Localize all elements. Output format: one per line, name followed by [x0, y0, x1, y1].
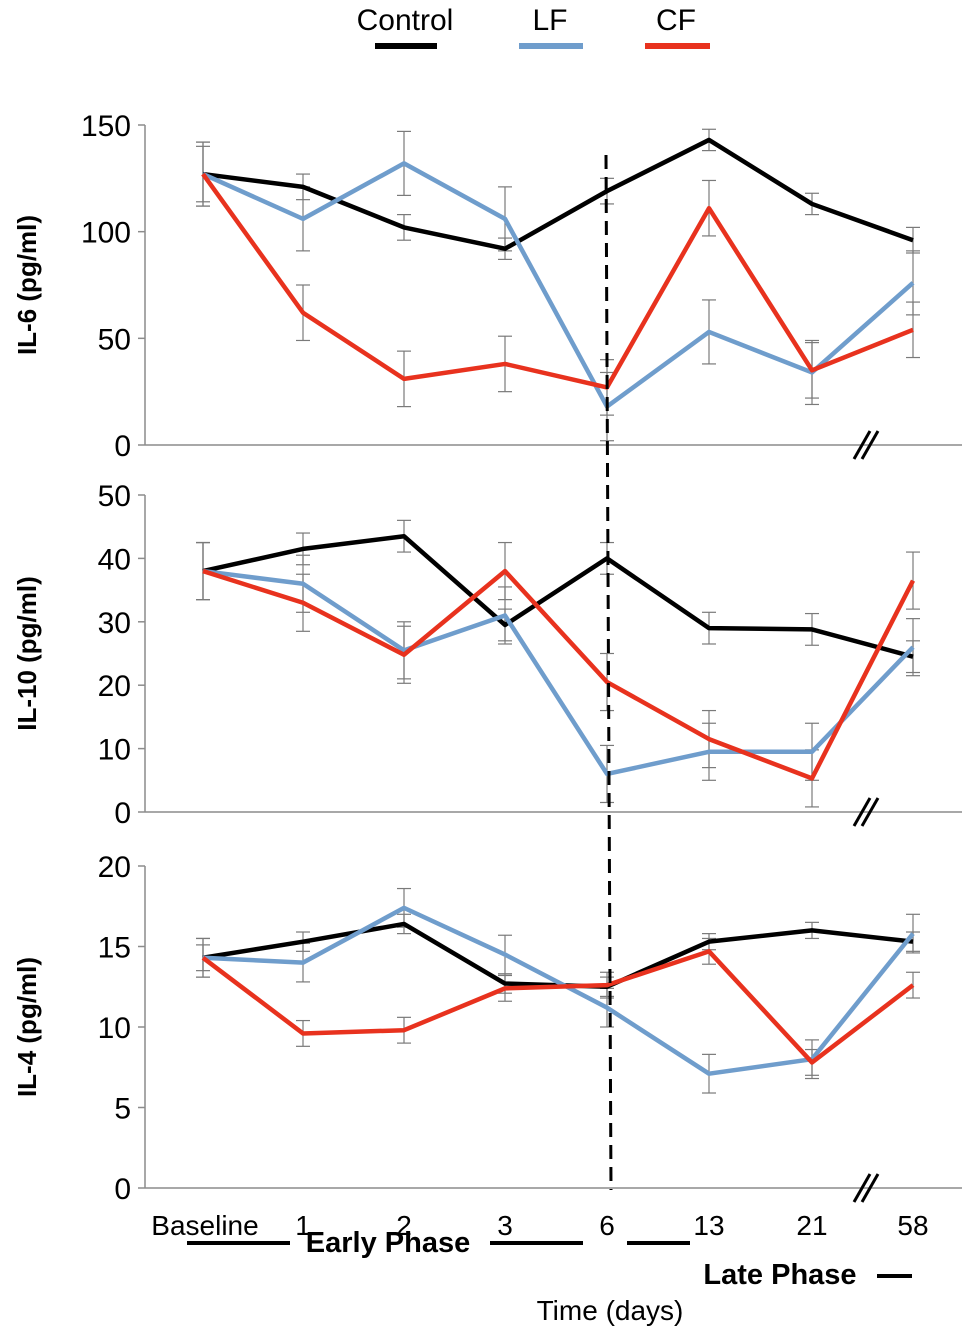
late-phase-label: Late Phase	[703, 1259, 856, 1291]
axis-break-mark-il10	[860, 797, 880, 827]
y-tick-label-il10: 30	[98, 607, 131, 640]
early-phase-label: Early Phase	[306, 1227, 470, 1259]
error-bars-il10-control	[196, 519, 920, 674]
y-axis-label-il4: IL-4 (pg/ml)	[12, 957, 42, 1097]
error-bars-il4-cf	[196, 937, 920, 1076]
series-line-il10-lf	[202, 568, 915, 777]
y-tick-label-il4: 20	[98, 851, 131, 884]
y-tick-label-il4: 0	[114, 1173, 131, 1206]
y-tick-label-il4: 10	[98, 1012, 131, 1045]
y-tick-label-il4: 5	[114, 1093, 131, 1126]
y-tick-label-il10: 10	[98, 734, 131, 767]
y-tick-label-il4: 15	[98, 932, 131, 965]
series-line-il4-lf	[202, 905, 915, 1076]
legend-label-control: Control	[357, 4, 454, 37]
series-line-il6-cf	[201, 172, 914, 390]
series-line-il4-control	[202, 921, 914, 989]
series-line-il6-control	[202, 137, 914, 251]
x-tick-label: 3	[497, 1210, 513, 1241]
y-tick-label-il6: 150	[81, 110, 131, 143]
y-tick-label-il10: 50	[98, 480, 131, 513]
x-axis-title: Time (days)	[537, 1295, 684, 1326]
axis-break-mark-il6	[852, 430, 872, 460]
panel-il6: 0 50 100 150 IL-6 (pg/ml)	[12, 110, 962, 463]
x-tick-label: 6	[599, 1210, 615, 1241]
legend-label-lf: LF	[532, 4, 567, 37]
x-tick-label: Baseline	[151, 1210, 258, 1241]
legend: Control LF CF	[357, 4, 710, 49]
series-line-il10-control	[202, 533, 914, 659]
panel-il10: 0 10 20 30 40 50 IL-10 (pg/ml)	[12, 480, 962, 830]
y-tick-label-il10: 0	[114, 797, 131, 830]
y-axis-label-il10: IL-10 (pg/ml)	[12, 576, 42, 731]
y-tick-label-il6: 100	[81, 217, 131, 250]
y-tick-label-il6: 0	[114, 430, 131, 463]
axis-break-mark-il4	[860, 1173, 880, 1203]
series-line-il6-lf	[202, 161, 915, 409]
x-tick-label: 2	[396, 1210, 412, 1241]
phase-divider	[604, 154, 613, 1191]
y-axis-label-il6: IL-6 (pg/ml)	[12, 215, 42, 355]
axis-break-mark-il10	[852, 797, 872, 827]
phase-indicators: Early Phase Late Phase	[187, 1227, 912, 1291]
axis-break-mark-il4	[852, 1173, 872, 1203]
error-bars-il6-control	[196, 128, 920, 260]
x-tick-label: 13	[693, 1210, 724, 1241]
legend-label-cf: CF	[656, 4, 696, 37]
series-line-il4-cf	[201, 949, 915, 1065]
x-tick-label: 1	[295, 1210, 311, 1241]
panel-il4: 0 5 10 15 20 IL-4 (pg/ml)	[12, 851, 962, 1206]
y-tick-label-il6: 50	[98, 323, 131, 356]
x-tick-label: 58	[897, 1210, 928, 1241]
x-tick-labels: Baseline 1 2 3 6 13 21 58	[151, 1210, 928, 1241]
y-tick-label-il10: 20	[98, 670, 131, 703]
x-tick-label: 21	[796, 1210, 827, 1241]
y-tick-label-il10: 40	[98, 543, 131, 576]
axis-break-mark-il6	[860, 430, 880, 460]
series-line-il10-cf	[202, 568, 916, 781]
